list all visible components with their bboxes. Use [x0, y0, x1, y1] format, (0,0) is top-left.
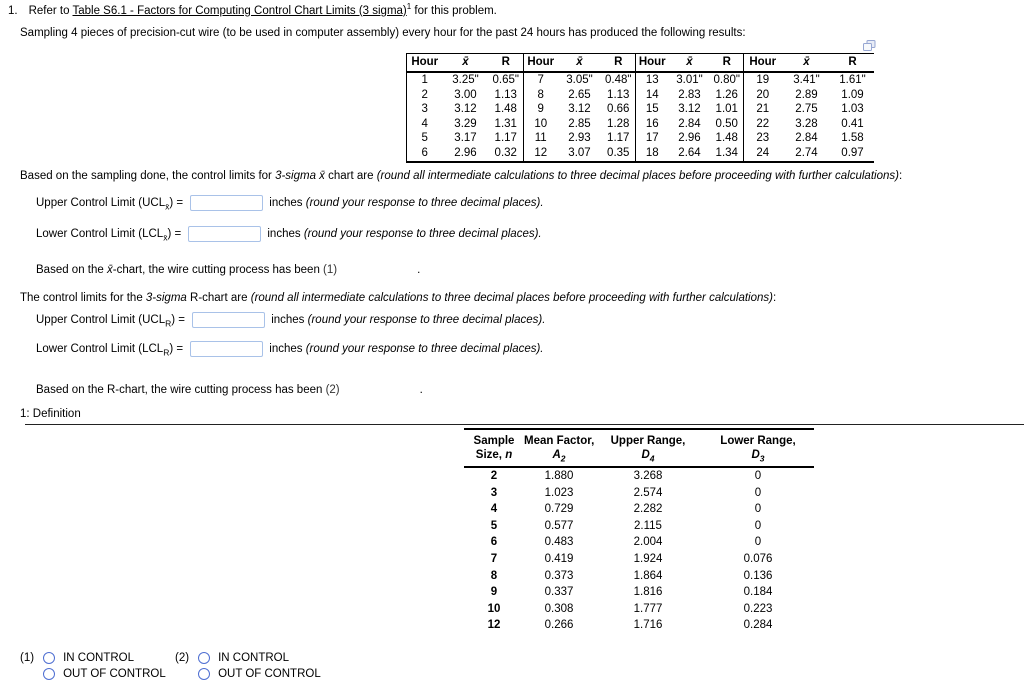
- lcl-xbar-input[interactable]: [188, 226, 262, 242]
- answer-1-choices: (1) IN CONTROL OUT OF CONTROL: [20, 650, 166, 682]
- copy-icon-glyph: [863, 40, 876, 51]
- samples-col-header: R: [831, 53, 874, 73]
- factors-table-body: 2 1.880 3.268 0 3 1.023 2.574 0 4 0.729 2.282 0 5 0.5…: [464, 467, 814, 634]
- sampling-intro-text: Sampling 4 pieces of precision-cut wire …: [20, 27, 746, 39]
- radio-1-in-control[interactable]: IN CONTROL: [43, 650, 166, 666]
- samples-col-header: x̄: [668, 53, 711, 73]
- problem-statement: 1. Refer to Table S6.1 - Factors for Comp…: [8, 2, 497, 17]
- factors-row: 8 0.373 1.864 0.136: [490, 569, 773, 582]
- xbar-section-intro: Based on the sampling done, the control …: [20, 170, 903, 182]
- samples-row: 5 3.17 1.17 11 2.93 1.17 17 2.96 1.48 23 2.84 1.58: [406, 131, 874, 146]
- radio-2-out-of-control[interactable]: OUT OF CONTROL: [198, 666, 321, 682]
- lcl-r-input[interactable]: [190, 341, 264, 357]
- samples-col-header: x̄: [781, 53, 832, 73]
- factors-row: 5 0.577 2.115 0: [490, 519, 762, 532]
- factors-row: 2 1.880 3.268 0: [490, 470, 762, 482]
- ucl-xbar-unit: inches: [269, 197, 303, 210]
- samples-col-header: x̄: [557, 53, 602, 73]
- factors-col-header: Sample Size, n: [464, 429, 524, 468]
- r-conclusion: Based on the R-chart, the wire cutting p…: [36, 381, 423, 396]
- samples-row: 3 3.12 1.48 9 3.12 0.66 15 3.12 1.01 21 2.75 1.03: [406, 102, 874, 117]
- factors-row: 7 0.419 1.924 0.076: [490, 552, 773, 565]
- samples-row: 4 3.29 1.31 10 2.85 1.28 16 2.84 0.50 22 3.28 0.41: [406, 116, 874, 132]
- radio-1-out-of-control-label: OUT OF CONTROL: [63, 668, 166, 680]
- r-section-intro: The control limits for the 3-sigma R-cha…: [20, 292, 777, 304]
- lcl-r-unit: inches: [269, 343, 303, 356]
- ucl-xbar-note: (round your response to three decimal pl…: [305, 197, 544, 210]
- footnote-ref: 1: [406, 2, 412, 12]
- factors-row: 12 0.266 1.716 0.284: [487, 619, 773, 632]
- samples-col-header: R: [488, 53, 524, 73]
- samples-table: Hour x̄ R Hour x̄ R Hour x̄ R Hour x̄ R 1 3.25" 0.65"…: [406, 53, 874, 163]
- ucl-xbar-row: Upper Control Limit (UCLx̄) = inches (ro…: [36, 195, 544, 212]
- factors-table: Sample Size, n Mean Factor, A2 Upper Range, D…: [464, 428, 814, 634]
- samples-col-header: R: [601, 53, 636, 73]
- lcl-xbar-note: (round your response to three decimal pl…: [303, 228, 542, 241]
- choice-group-2-marker: (2): [175, 652, 190, 664]
- samples-table-header: Hour x̄ R Hour x̄ R Hour x̄ R Hour x̄ R: [406, 53, 874, 73]
- lcl-r-label: Lower Control Limit (LCLR) =: [36, 343, 187, 358]
- samples-table-body: 1 3.25" 0.65" 7 3.05" 0.48" 13 3.01" 0.80" 19 3.41…: [406, 72, 874, 162]
- xbar-conclusion: Based on the x̄-chart, the wire cutting …: [36, 261, 420, 276]
- radio-icon[interactable]: [198, 668, 211, 680]
- factors-table-header: Sample Size, n Mean Factor, A2 Upper Range, D…: [464, 429, 814, 468]
- factors-row: 9 0.337 1.816 0.184: [490, 586, 773, 599]
- answer-1-marker: (1): [323, 264, 338, 276]
- ucl-r-unit: inches: [271, 314, 305, 327]
- table-s61-link[interactable]: Table S6.1 - Factors for Computing Contr…: [72, 5, 407, 17]
- radio-1-in-control-label: IN CONTROL: [63, 652, 134, 664]
- samples-col-header: Hour: [743, 53, 782, 73]
- radio-icon[interactable]: [43, 668, 56, 680]
- samples-row: 1 3.25" 0.65" 7 3.05" 0.48" 13 3.01" 0.80" 19 3.41…: [406, 72, 874, 88]
- choice-group-1-marker: (1): [20, 652, 35, 664]
- answer-1-dropdown[interactable]: [337, 261, 417, 273]
- lcl-xbar-row: Lower Control Limit (LCLx̄) = inches (ro…: [36, 226, 542, 243]
- samples-col-header: x̄: [442, 53, 489, 73]
- factors-col-header: Mean Factor, A2: [524, 429, 594, 468]
- refer-text-pre: Refer to: [28, 5, 73, 17]
- radio-icon[interactable]: [43, 652, 56, 664]
- definition-divider: [25, 424, 1024, 425]
- answer-2-marker: (2): [325, 384, 340, 396]
- factors-row: 6 0.483 2.004 0: [490, 536, 762, 549]
- samples-row: 6 2.96 0.32 12 3.07 0.35 18 2.64 1.34 24 2.74 0.97: [406, 145, 874, 162]
- ucl-xbar-input[interactable]: [190, 195, 264, 211]
- ucl-r-row: Upper Control Limit (UCLR) = inches (rou…: [36, 312, 545, 329]
- ucl-r-input[interactable]: [192, 312, 266, 328]
- ucl-r-label: Upper Control Limit (UCLR) =: [36, 314, 189, 329]
- answer-2-dropdown[interactable]: [340, 381, 420, 393]
- factors-col-header: Lower Range, D3: [702, 429, 814, 468]
- factors-row: 10 0.308 1.777 0.223: [487, 602, 773, 615]
- lcl-xbar-label: Lower Control Limit (LCLx̄) =: [36, 228, 185, 243]
- samples-col-header: Hour: [523, 53, 558, 73]
- ucl-r-note: (round your response to three decimal pl…: [307, 314, 546, 327]
- factors-row: 3 1.023 2.574 0: [490, 486, 762, 499]
- lcl-r-note: (round your response to three decimal pl…: [305, 343, 544, 356]
- factors-row: 4 0.729 2.282 0: [490, 503, 762, 516]
- radio-2-in-control-label: IN CONTROL: [218, 652, 289, 664]
- samples-col-header: Hour: [635, 53, 669, 73]
- factors-col-header: Upper Range, D4: [594, 429, 702, 468]
- radio-2-in-control[interactable]: IN CONTROL: [198, 650, 321, 666]
- samples-row: 2 3.00 1.13 8 2.65 1.13 14 2.83 1.26 20 2.89 1.09: [406, 87, 874, 103]
- radio-icon[interactable]: [198, 652, 211, 664]
- refer-text-post: for this problem.: [411, 5, 497, 17]
- lcl-r-row: Lower Control Limit (LCLR) = inches (rou…: [36, 341, 544, 358]
- copy-icon[interactable]: [863, 40, 876, 55]
- definition-label: 1: Definition: [20, 408, 81, 420]
- radio-1-out-of-control[interactable]: OUT OF CONTROL: [43, 666, 166, 682]
- ucl-xbar-label: Upper Control Limit (UCLx̄) =: [36, 197, 187, 212]
- answer-2-choices: (2) IN CONTROL OUT OF CONTROL: [175, 650, 321, 682]
- samples-col-header: Hour: [406, 53, 443, 73]
- problem-number: 1.: [8, 5, 18, 17]
- samples-col-header: R: [710, 53, 744, 73]
- radio-2-out-of-control-label: OUT OF CONTROL: [218, 668, 321, 680]
- lcl-xbar-unit: inches: [267, 228, 301, 241]
